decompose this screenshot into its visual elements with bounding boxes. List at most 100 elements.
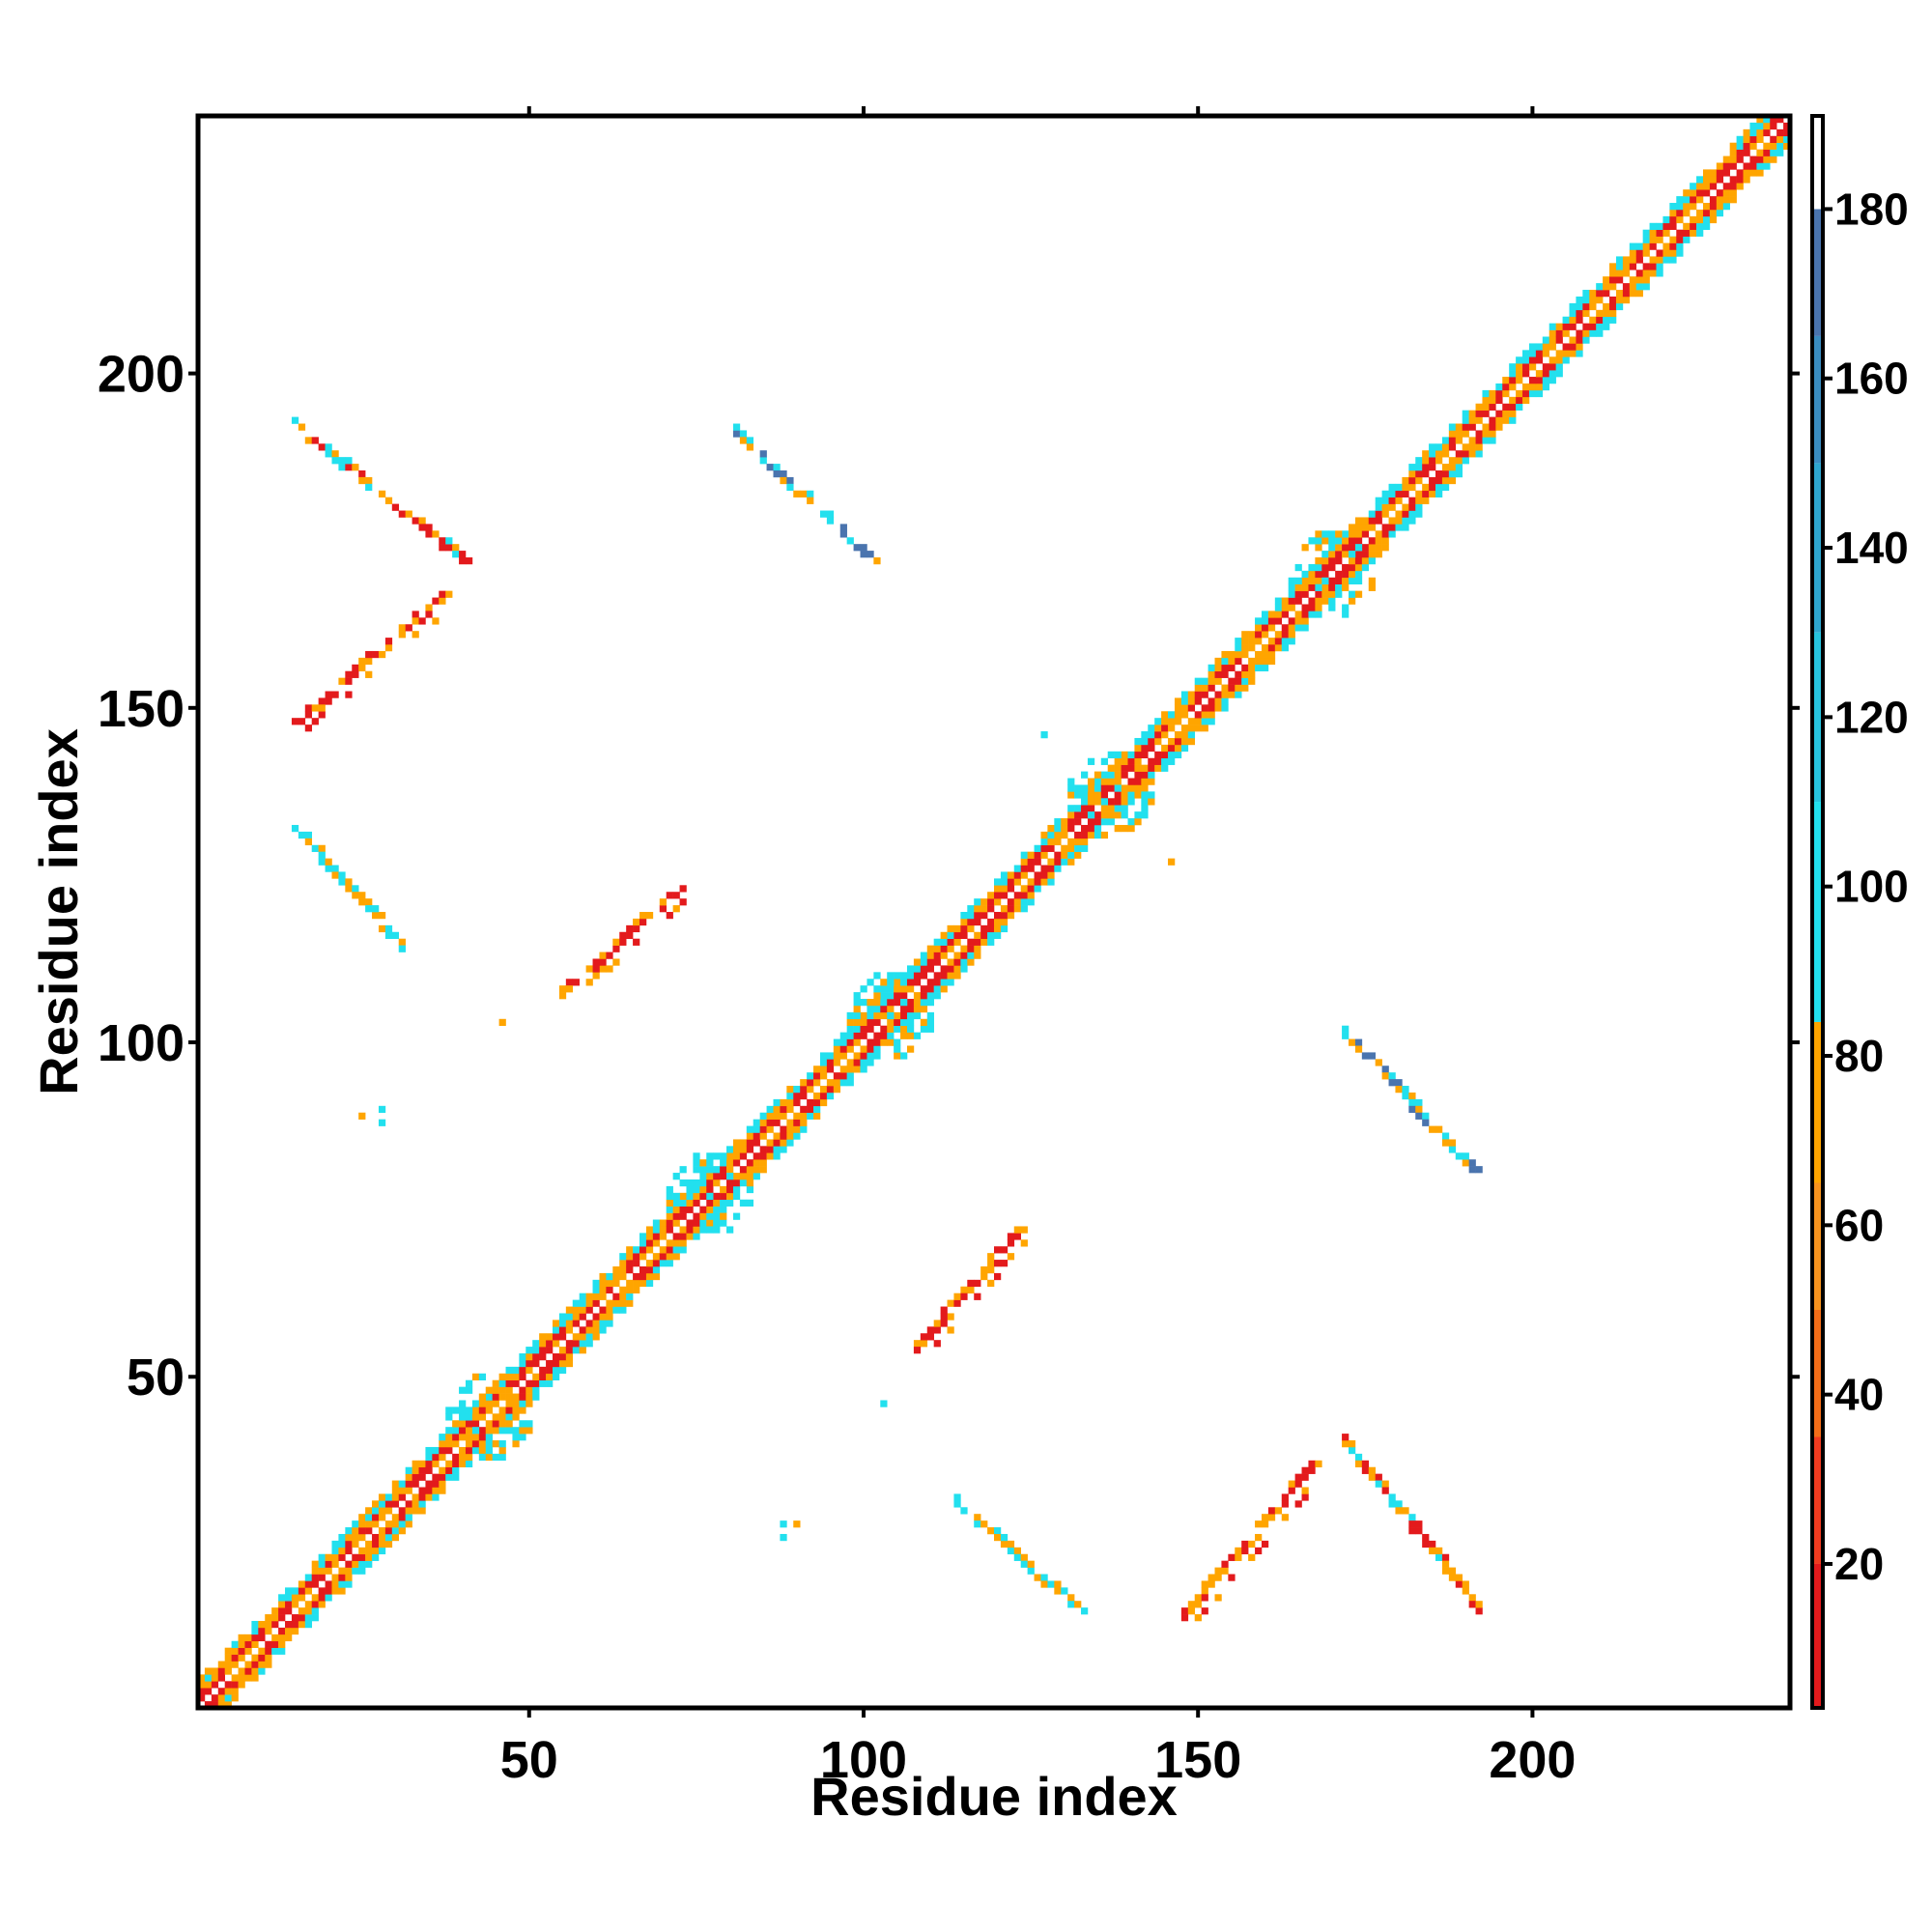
heatmap-cell — [1261, 617, 1269, 625]
heatmap-cell — [352, 885, 359, 893]
heatmap-cell — [839, 1072, 847, 1080]
heatmap-cell — [1622, 296, 1631, 304]
heatmap-cell — [1034, 858, 1041, 866]
heatmap-cell — [1455, 437, 1463, 444]
heatmap-cell — [271, 1614, 279, 1622]
heatmap-cell — [1576, 316, 1583, 324]
heatmap-cell — [398, 1480, 406, 1488]
heatmap-cell — [699, 1212, 707, 1220]
heatmap-cell — [987, 924, 995, 933]
heatmap-cell — [1081, 838, 1089, 846]
heatmap-cell — [471, 1420, 480, 1428]
heatmap-cell — [1388, 483, 1396, 492]
heatmap-cell — [726, 1179, 734, 1187]
heatmap-cell — [1107, 811, 1115, 819]
heatmap-cell — [933, 945, 941, 952]
heatmap-cell — [639, 1279, 647, 1288]
heatmap-cell — [391, 1520, 400, 1528]
heatmap-cell — [465, 1413, 473, 1421]
heatmap-cell — [1603, 316, 1610, 324]
heatmap-cell — [773, 1132, 781, 1140]
heatmap-cell — [552, 1320, 560, 1327]
heatmap-cell — [612, 938, 620, 946]
heatmap-cell — [439, 1440, 446, 1448]
heatmap-cell — [1235, 691, 1242, 698]
heatmap-cell — [1589, 323, 1597, 330]
heatmap-cell — [626, 1293, 634, 1300]
heatmap-cell — [325, 858, 332, 866]
heatmap-cell — [974, 912, 981, 920]
heatmap-cell — [900, 1005, 908, 1013]
heatmap-cell — [1596, 309, 1604, 318]
heatmap-cell — [967, 938, 975, 946]
heatmap-cell — [585, 1293, 593, 1300]
heatmap-cell — [1649, 242, 1657, 250]
heatmap-cell — [807, 497, 814, 504]
heatmap-cell — [1228, 650, 1236, 659]
heatmap-cell — [1294, 1473, 1302, 1481]
heatmap-cell — [1294, 597, 1302, 605]
heatmap-cell — [726, 1185, 734, 1194]
heatmap-cell — [1683, 189, 1690, 197]
heatmap-cell — [633, 924, 640, 933]
heatmap-cell — [1435, 490, 1443, 497]
heatmap-cell — [265, 1627, 272, 1635]
heatmap-cell — [1040, 1574, 1048, 1581]
heatmap-cell — [1342, 604, 1350, 611]
heatmap-cell — [1649, 270, 1657, 277]
heatmap-cell — [465, 1453, 473, 1462]
heatmap-cell — [612, 1265, 620, 1274]
heatmap-cell — [1100, 784, 1109, 792]
heatmap-cell — [1502, 377, 1510, 384]
heatmap-cell — [1174, 737, 1182, 746]
heatmap-cell — [1255, 1547, 1263, 1555]
heatmap-cell — [565, 1320, 574, 1327]
heatmap-cell — [1267, 644, 1276, 652]
colorbar-segment — [1812, 802, 1823, 1022]
heatmap-cell — [947, 965, 954, 973]
heatmap-cell — [1094, 791, 1102, 799]
heatmap-cell — [1662, 222, 1670, 231]
heatmap-cell — [231, 1674, 239, 1682]
heatmap-cell — [739, 437, 748, 444]
heatmap-cell — [1348, 597, 1356, 605]
heatmap-cell — [244, 1640, 252, 1648]
heatmap-cell — [1342, 1434, 1350, 1441]
heatmap-cell — [926, 985, 934, 993]
heatmap-cell — [579, 1313, 586, 1321]
heatmap-cell — [345, 1533, 353, 1542]
heatmap-cell — [933, 1326, 941, 1334]
heatmap-cell — [1328, 597, 1336, 605]
heatmap-cell — [746, 1199, 754, 1207]
heatmap-cell — [318, 1560, 326, 1568]
heatmap-cell — [1441, 1139, 1450, 1147]
heatmap-cell — [378, 490, 386, 497]
heatmap-cell — [619, 1293, 627, 1300]
heatmap-cell — [633, 1246, 640, 1254]
heatmap-cell — [606, 1299, 613, 1307]
heatmap-cell — [1013, 1226, 1021, 1234]
heatmap-cell — [519, 1406, 526, 1414]
heatmap-cell — [1642, 242, 1650, 250]
heatmap-cell — [391, 1514, 400, 1521]
heatmap-cell — [759, 1159, 767, 1167]
heatmap-cell — [358, 1533, 366, 1542]
heatmap-cell — [672, 1239, 680, 1247]
heatmap-cell — [1462, 457, 1469, 465]
heatmap-cell — [1121, 757, 1128, 765]
heatmap-cell — [813, 1092, 821, 1100]
heatmap-cell — [1114, 771, 1122, 779]
heatmap-cell — [485, 1453, 493, 1462]
heatmap-cell — [846, 537, 854, 545]
heatmap-cell — [258, 1620, 266, 1629]
heatmap-cell — [773, 1152, 781, 1160]
heatmap-cell — [1462, 443, 1469, 451]
heatmap-cell — [471, 1446, 480, 1455]
heatmap-cell — [1381, 1065, 1389, 1073]
heatmap-cell — [565, 979, 574, 986]
heatmap-cell — [746, 1159, 754, 1167]
heatmap-cell — [1020, 851, 1028, 859]
heatmap-cell — [1361, 1466, 1370, 1474]
heatmap-cell — [994, 878, 1002, 886]
heatmap-cell — [1448, 1146, 1457, 1153]
